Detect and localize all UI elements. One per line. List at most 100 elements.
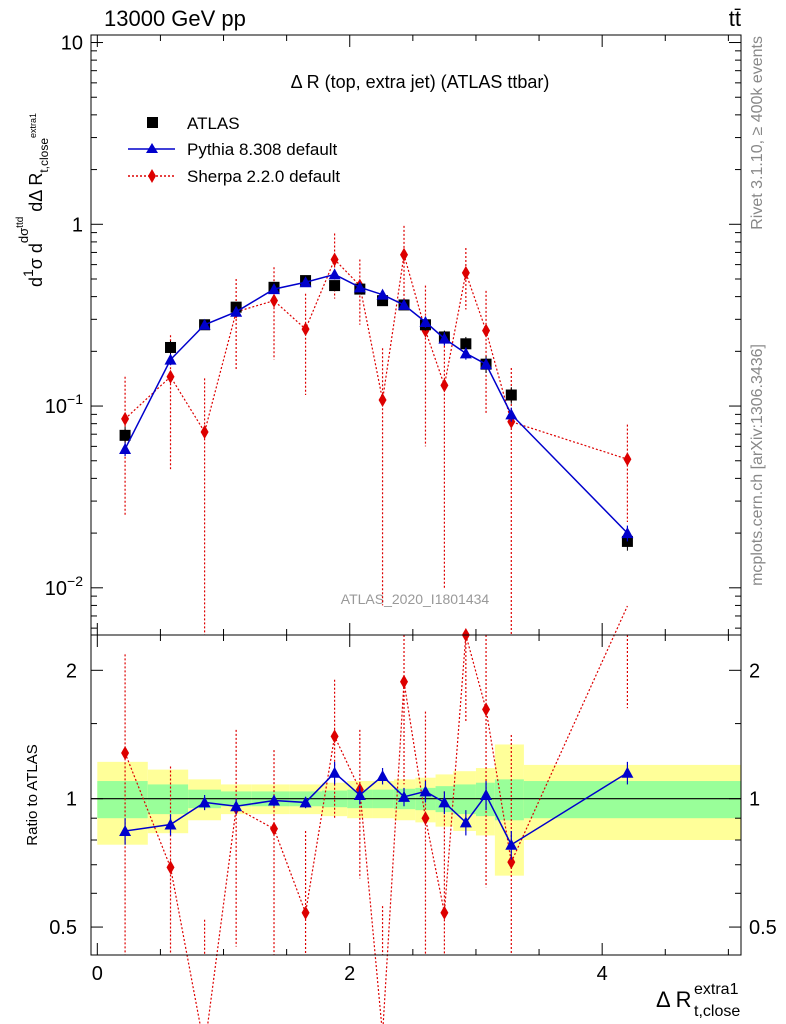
pythia-point xyxy=(268,283,281,295)
atlas-point xyxy=(377,295,389,307)
main-y-tick-label: 10−2 xyxy=(45,573,83,600)
ratio-pythia-point xyxy=(299,796,312,808)
pythia-point xyxy=(376,288,389,300)
ratio-sherpa-point xyxy=(121,745,130,760)
ratio-sherpa-point xyxy=(166,860,175,875)
ratio-y-tick-label-right: 0.5 xyxy=(749,917,777,939)
sherpa-point xyxy=(378,392,387,407)
main-ylabel: d1σ ddσttd dΔ Rt,closeextra1 xyxy=(15,113,51,287)
legend-pythia-label: Pythia 8.308 default xyxy=(187,140,338,159)
legend-sherpa-marker xyxy=(148,169,156,183)
sherpa-point xyxy=(623,452,632,467)
ratio-y-tick-label-right: 2 xyxy=(749,660,760,682)
x-tick-label: 2 xyxy=(344,963,355,985)
ratio-sherpa-point xyxy=(301,905,310,920)
mcplots-label: mcplots.cern.ch [arXiv:1306.3436] xyxy=(749,344,766,586)
svg-text:t,close: t,close xyxy=(694,1003,740,1020)
atlas-point xyxy=(165,341,177,353)
pythia-point xyxy=(198,318,211,330)
pythia-point xyxy=(505,408,518,420)
pythia-point xyxy=(299,276,312,288)
ratio-sherpa-line xyxy=(124,605,628,1024)
sherpa-point xyxy=(301,322,310,337)
ratio-pythia-point xyxy=(480,789,493,801)
main-y-tick-label: 1 xyxy=(72,214,83,236)
sherpa-point xyxy=(121,411,130,426)
pythia-point xyxy=(119,443,132,455)
pythia-point xyxy=(459,347,472,359)
ratio-pythia-point xyxy=(438,796,451,808)
ratio-pythia-point xyxy=(398,790,411,802)
atlas-point xyxy=(119,429,131,441)
ratio-band-inner xyxy=(494,779,524,821)
pythia-point xyxy=(230,305,243,317)
x-tick-label: 4 xyxy=(597,963,608,985)
pythia-line xyxy=(124,273,628,534)
ratio-y-tick-label: 2 xyxy=(66,660,77,682)
ratio-sherpa-point xyxy=(482,702,491,717)
ratio-sherpa-point xyxy=(507,855,516,870)
ratio-sherpa-point xyxy=(421,811,430,826)
pythia-point xyxy=(419,316,432,328)
atlas-point xyxy=(505,389,517,401)
ratio-pythia-point xyxy=(119,824,132,836)
ratio-pythia-point xyxy=(198,796,211,808)
ratio-pythia-point xyxy=(328,766,341,778)
pythia-point xyxy=(328,268,341,280)
ratio-sherpa-point xyxy=(440,905,449,920)
ratio-sherpa-point xyxy=(330,729,339,744)
legend-sherpa-label: Sherpa 2.2.0 default xyxy=(187,167,340,186)
legend-atlas-label: ATLAS xyxy=(187,114,240,133)
sherpa-point xyxy=(400,247,409,262)
sherpa-point xyxy=(461,265,470,280)
ratio-pythia-point xyxy=(376,770,389,782)
ratio-ylabel: Ratio to ATLAS xyxy=(24,744,41,845)
ratio-y-tick-label: 1 xyxy=(66,789,77,811)
sherpa-point xyxy=(440,378,449,393)
legend-atlas-marker xyxy=(147,117,158,128)
pythia-point xyxy=(164,353,177,365)
sherpa-point xyxy=(330,252,339,267)
ratio-panel: 0 2 4 2 2 1 1 0.5 0.5 Ratio to ATLAS xyxy=(24,605,777,1024)
ratio-pythia-point xyxy=(230,800,243,812)
ratio-y-tick-label: 0.5 xyxy=(49,917,77,939)
sherpa-point xyxy=(166,369,175,384)
ratio-pythia-point xyxy=(164,818,177,830)
ratio-band-inner xyxy=(523,781,741,819)
ratio-frame xyxy=(90,634,742,956)
svg-text:extra1: extra1 xyxy=(694,981,739,998)
ratio-pythia-line xyxy=(124,771,628,846)
ratio-pythia-point xyxy=(621,766,634,778)
pythia-point xyxy=(480,358,493,370)
process-label: tt̄ xyxy=(729,6,741,31)
ratio-pythia-point xyxy=(505,838,518,850)
atlas-point xyxy=(329,280,341,292)
collision-label: 13000 GeV pp xyxy=(104,6,246,31)
ratio-pythia-point xyxy=(353,789,366,801)
sherpa-point xyxy=(270,293,279,308)
ratio-pythia-point xyxy=(419,785,432,797)
atlas-point xyxy=(460,338,472,350)
main-panel: Δ R (top, extra jet) (ATLAS ttbar) ATLAS… xyxy=(45,33,742,636)
x-tick-label: 0 xyxy=(92,963,103,985)
pythia-point xyxy=(621,527,634,539)
pythia-point xyxy=(438,332,451,344)
rivet-version-label: Rivet 3.1.10, ≥ 400k events xyxy=(749,36,766,230)
sherpa-point xyxy=(482,323,491,338)
main-y-tick-label: 10 xyxy=(61,33,83,55)
sherpa-line xyxy=(124,254,628,460)
ratio-band-inner xyxy=(97,781,148,819)
pythia-point xyxy=(398,298,411,310)
ratio-sherpa-point xyxy=(400,674,409,689)
ratio-pythia-point xyxy=(268,794,281,806)
ratio-sherpa-point xyxy=(270,821,279,836)
svg-text:Δ R: Δ R xyxy=(656,987,691,1012)
legend-pythia-marker xyxy=(146,143,158,153)
main-y-tick-label: 10−1 xyxy=(45,391,83,418)
x-axis-label: Δ R extra1 t,close xyxy=(656,981,740,1020)
ratio-pythia-point xyxy=(459,816,472,828)
chart-title: Δ R (top, extra jet) (ATLAS ttbar) xyxy=(291,72,550,92)
watermark: ATLAS_2020_I1801434 xyxy=(341,591,490,607)
sherpa-point xyxy=(200,424,209,439)
